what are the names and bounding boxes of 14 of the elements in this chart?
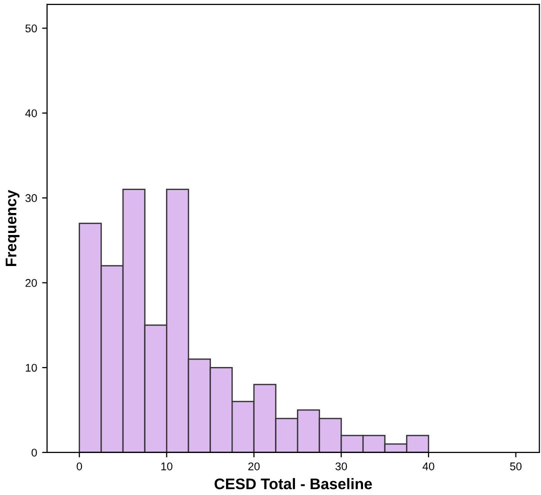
y-tick-label: 30 [25,194,37,202]
x-tick-label: 20 [248,462,260,470]
x-tick-label: 40 [422,462,434,470]
y-tick-label: 40 [25,109,37,118]
x-tick-label: 0 [76,462,82,470]
y-axis-title: Frequency [6,190,20,266]
y-tick-label: 10 [26,364,37,372]
x-axis-title: CESD Total - Baseline [214,478,372,490]
y-tick-label: 0 [32,448,37,457]
x-tick-label: 30 [335,462,347,470]
y-tick-label: 50 [25,24,37,32]
y-tick-label: 20 [26,279,37,287]
x-tick-label: 50 [510,462,522,470]
x-tick-label: 10 [161,462,172,470]
